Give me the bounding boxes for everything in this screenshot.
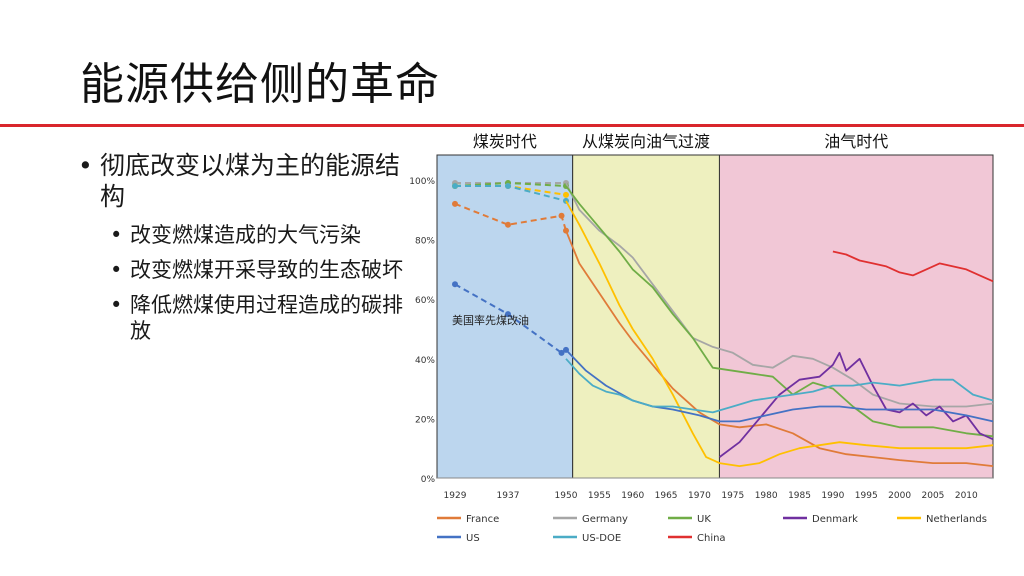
series-point: [558, 212, 565, 219]
legend-label: UK: [697, 514, 711, 525]
x-tick-label: 1965: [655, 491, 678, 501]
x-tick-label: 1985: [788, 491, 811, 501]
x-tick-label: 1980: [755, 491, 778, 501]
series-point: [452, 281, 458, 288]
page-title: 能源供给侧的革命: [80, 59, 440, 110]
series-line-us-doe: [565, 358, 994, 414]
series-dashed-line: [454, 202, 567, 231]
x-tick-label: 1970: [688, 491, 711, 501]
series-point: [452, 182, 458, 189]
x-tick-label: 1937: [497, 491, 520, 501]
x-tick-label: 1955: [588, 491, 611, 501]
series-point: [505, 182, 511, 189]
x-tick-label: 2010: [955, 491, 978, 501]
sub-bullet-item: 改变燃煤造成的大气污染: [78, 222, 408, 248]
y-tick-label: 60%: [415, 296, 435, 306]
series-line-france: [565, 230, 994, 467]
era-band: [718, 154, 994, 479]
sub-bullet-item: 降低燃煤使用过程造成的碳排放: [78, 292, 408, 344]
series-point: [558, 349, 565, 356]
legend-label: France: [466, 514, 499, 525]
bullet-list: 彻底改变以煤为主的能源结构 改变燃煤造成的大气污染 改变燃煤开采导致的生态破坏 …: [78, 150, 408, 353]
series-point: [505, 311, 511, 318]
era-label: 油气时代: [824, 132, 888, 151]
annotation-label: 美国率先煤改油: [452, 313, 529, 327]
era-band: [436, 154, 574, 479]
x-tick-label: 1990: [821, 491, 844, 501]
legend-label: Netherlands: [926, 514, 987, 525]
x-tick-label: 1929: [444, 491, 467, 501]
era-label: 从煤炭向油气过渡: [582, 132, 710, 151]
x-tick-label: 2000: [888, 491, 911, 501]
title-divider: [0, 124, 1024, 127]
legend-label: Germany: [582, 514, 628, 525]
series-dashed-line: [454, 283, 567, 355]
x-tick-label: 1975: [721, 491, 744, 501]
sub-bullet-item: 改变燃煤开采导致的生态破坏: [78, 257, 408, 283]
series-line-germany: [565, 182, 994, 408]
series-point: [452, 200, 458, 207]
y-tick-label: 100%: [409, 177, 435, 187]
bullet-item: 彻底改变以煤为主的能源结构: [78, 150, 408, 212]
x-tick-label: 1995: [855, 491, 878, 501]
era-band: [572, 154, 720, 479]
series-line-netherlands: [565, 200, 994, 468]
x-tick-label: 1950: [555, 491, 578, 501]
y-tick-label: 20%: [415, 415, 435, 425]
x-tick-label: 2005: [922, 491, 945, 501]
y-tick-label: 40%: [415, 356, 435, 366]
series-point: [505, 221, 511, 228]
y-tick-label: 0%: [421, 475, 436, 485]
series-line-denmark: [718, 351, 994, 458]
series-point: [563, 191, 569, 198]
legend-label: US: [466, 533, 480, 544]
series-line-uk: [565, 185, 994, 438]
series-line-china: [832, 250, 994, 283]
era-label: 煤炭时代: [473, 132, 537, 151]
x-tick-label: 1960: [621, 491, 644, 501]
y-tick-label: 80%: [415, 237, 435, 247]
legend-label: China: [697, 533, 726, 544]
legend-label: US-DOE: [582, 533, 621, 544]
legend-label: Denmark: [812, 514, 858, 525]
